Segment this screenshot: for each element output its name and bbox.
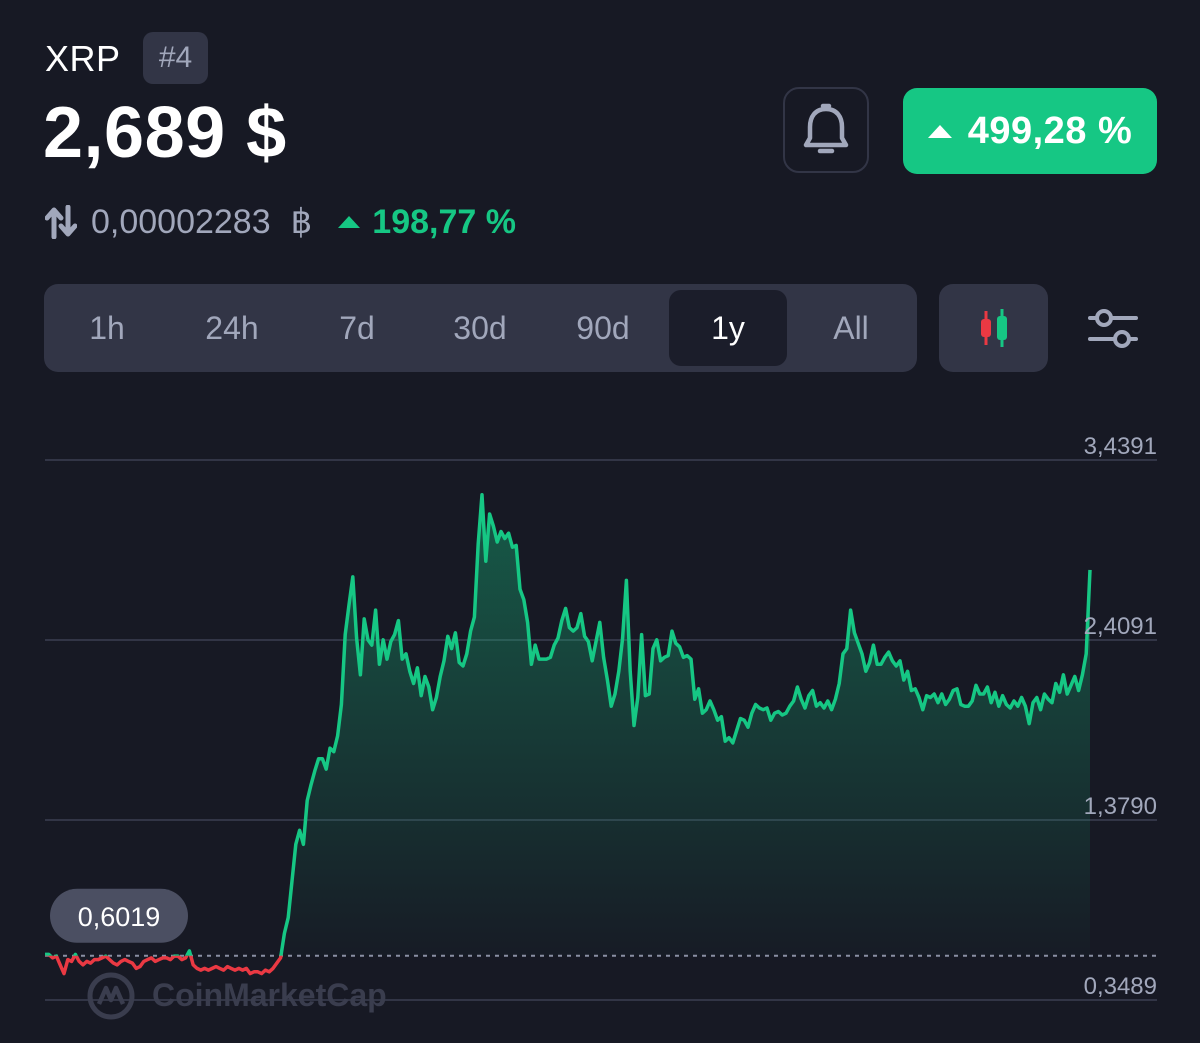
price-alert-button[interactable] (783, 87, 869, 173)
tab-all[interactable]: All (833, 309, 869, 346)
y-tick-label: 0,3489 (1084, 973, 1157, 1000)
tab-24h[interactable]: 24h (205, 309, 259, 346)
change-value: 499,28 % (967, 109, 1133, 152)
y-tick-label: 3,4391 (1084, 433, 1157, 460)
open-price-label: 0,6019 (78, 902, 161, 932)
y-axis-labels: 3,4391 2,4091 1,3790 0,3489 (1084, 433, 1157, 1000)
btc-price-value: 0,00002283 (91, 202, 271, 241)
tab-90d[interactable]: 90d (576, 309, 630, 346)
change-badge: 499,28 % (903, 88, 1157, 174)
tab-30d[interactable]: 30d (453, 309, 507, 346)
time-range-selector: 1h 24h 7d 30d 90d 1y All (44, 284, 917, 372)
btc-price-row: 0,00002283 ฿ 198,77 % (45, 200, 516, 244)
btc-change-value: 198,77 % (372, 202, 516, 241)
btc-symbol: ฿ (290, 203, 313, 241)
price-value: 2,689 $ (43, 93, 287, 173)
rank-badge: #4 (143, 32, 208, 84)
swap-arrows-icon[interactable] (45, 205, 77, 239)
y-tick-label: 2,4091 (1084, 613, 1157, 640)
candlestick-toggle-button[interactable] (939, 284, 1048, 372)
price-line-above-open (45, 493, 1092, 956)
price-line-below-open (45, 955, 283, 976)
tab-1h[interactable]: 1h (89, 309, 125, 346)
open-price-pill: 0,6019 (50, 888, 188, 943)
tab-1y[interactable]: 1y (669, 290, 787, 366)
price-area-fill (45, 494, 1090, 956)
watermark-text: CoinMarketCap (152, 977, 387, 1013)
candlestick-icon (980, 309, 1007, 347)
chart-settings-button[interactable] (1082, 300, 1144, 356)
coin-name: XRP (45, 38, 121, 79)
bell-icon (803, 103, 849, 154)
sliders-icon (1088, 309, 1138, 348)
price-chart: CoinMarketCap 3,4391 2,4091 1,3790 0,3489 0… (45, 433, 1157, 1020)
tab-7d[interactable]: 7d (339, 309, 375, 346)
y-tick-label: 1,3790 (1084, 793, 1157, 820)
coinmarketcap-logo-icon (87, 972, 135, 1020)
triangle-up-icon (338, 216, 361, 228)
open-price-pill-bg (50, 888, 188, 943)
triangle-up-icon (927, 124, 952, 138)
btc-change: 198,77 % (338, 203, 516, 242)
